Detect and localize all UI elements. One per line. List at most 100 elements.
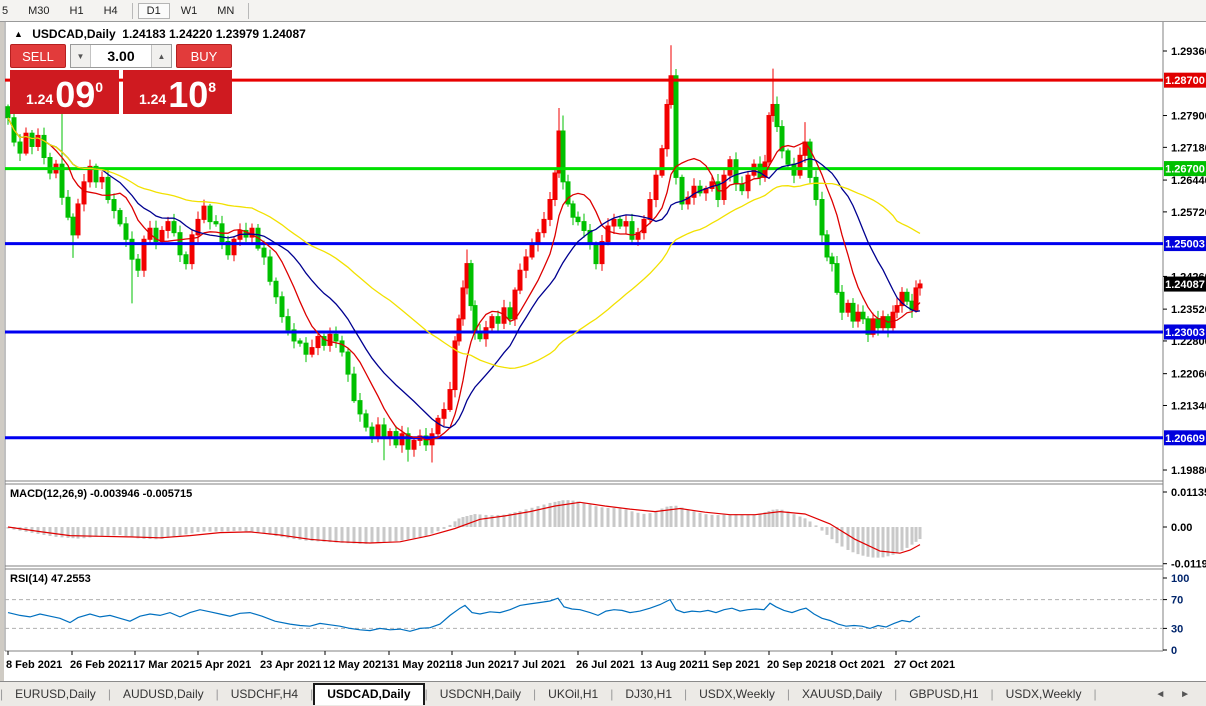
macd-histogram-bar bbox=[767, 510, 771, 527]
candle-body bbox=[70, 216, 76, 236]
macd-histogram-bar bbox=[763, 512, 767, 527]
rsi-axis-label: 30 bbox=[1171, 623, 1183, 635]
candle-body bbox=[899, 291, 905, 307]
macd-histogram-bar bbox=[606, 507, 610, 527]
toolbar-separator bbox=[131, 2, 133, 19]
tab-eurusd-daily[interactable]: EURUSD,Daily bbox=[15, 687, 96, 701]
candle-body bbox=[189, 234, 195, 265]
macd-histogram-bar bbox=[478, 514, 482, 527]
macd-histogram-bar bbox=[54, 527, 58, 537]
candle-body bbox=[495, 316, 501, 324]
candle-body bbox=[880, 316, 886, 329]
macd-histogram-bar bbox=[226, 527, 230, 532]
sell-price-sup: 0 bbox=[95, 79, 104, 95]
candle-body bbox=[845, 302, 851, 313]
timeframe-button-h4[interactable]: H4 bbox=[103, 4, 118, 17]
macd-histogram-bar bbox=[669, 506, 673, 527]
candle-body bbox=[917, 283, 923, 289]
level-price-badge-text: 1.26700 bbox=[1165, 164, 1205, 176]
candle-body bbox=[653, 174, 659, 201]
macd-histogram-bar bbox=[148, 527, 152, 540]
candle-body bbox=[679, 176, 685, 205]
candle-body bbox=[547, 199, 553, 220]
buy-price-prefix: 1.24 bbox=[138, 91, 167, 107]
volume-decrease-button[interactable]: ▼ bbox=[71, 45, 91, 67]
timeframe-button-d1[interactable]: D1 bbox=[137, 2, 170, 19]
macd-histogram-bar bbox=[71, 527, 75, 539]
timeframe-button-w1[interactable]: W1 bbox=[180, 4, 198, 17]
tab-usdcnh-daily[interactable]: USDCNH,Daily bbox=[439, 687, 522, 701]
candle-body bbox=[779, 126, 785, 152]
tab-usdcad-daily[interactable]: USDCAD,Daily bbox=[313, 683, 425, 705]
timeframe-button-5[interactable]: 5 bbox=[2, 4, 9, 17]
macd-signal-line bbox=[7, 501, 921, 554]
macd-histogram-bar bbox=[36, 527, 40, 534]
macd-histogram-bar bbox=[376, 527, 380, 543]
tab-gbpusd-h1[interactable]: GBPUSD,H1 bbox=[909, 687, 979, 701]
macd-histogram-bar bbox=[490, 515, 494, 527]
price-axis-label: 1.26440 bbox=[1171, 175, 1206, 187]
tab-ukoil-h1[interactable]: UKOil,H1 bbox=[548, 687, 599, 701]
date-axis-label: 12 May 2021 bbox=[323, 659, 387, 671]
price-axis-label: 1.29360 bbox=[1171, 46, 1206, 58]
candle-body bbox=[363, 413, 369, 428]
candle-body bbox=[560, 130, 566, 183]
macd-histogram-bar bbox=[881, 527, 885, 558]
rsi-axis-label: 100 bbox=[1171, 573, 1189, 585]
candle-body bbox=[411, 439, 417, 450]
candle-body bbox=[556, 130, 562, 174]
date-axis-label: 17 Mar 2021 bbox=[133, 659, 195, 671]
date-axis-label: 18 Jun 2021 bbox=[450, 659, 512, 671]
macd-histogram-bar bbox=[364, 527, 368, 544]
date-axis-label: 20 Sep 2021 bbox=[767, 659, 830, 671]
date-axis-label: 31 May 2021 bbox=[387, 659, 451, 671]
tab-xauusd-daily[interactable]: XAUUSD,Daily bbox=[802, 687, 883, 701]
candle-body bbox=[123, 223, 129, 240]
macd-histogram-bar bbox=[48, 527, 52, 537]
macd-histogram-bar bbox=[292, 527, 296, 540]
volume-increase-button[interactable]: ▲ bbox=[151, 45, 171, 67]
candle-body bbox=[273, 280, 279, 298]
candle-body bbox=[435, 417, 441, 435]
macd-histogram-bar bbox=[846, 527, 850, 550]
date-axis-label: 8 Feb 2021 bbox=[6, 659, 62, 671]
chart-symbol: USDCAD,Daily bbox=[32, 27, 116, 41]
macd-histogram-bar bbox=[400, 527, 404, 541]
tab-usdx-weekly[interactable]: USDX,Weekly bbox=[699, 687, 775, 701]
tab-scroll-arrows[interactable]: ◄ ► bbox=[1155, 688, 1196, 700]
candle-body bbox=[47, 157, 53, 174]
timeframe-button-mn[interactable]: MN bbox=[217, 4, 235, 17]
tab-usdchf-h4[interactable]: USDCHF,H4 bbox=[230, 687, 299, 701]
macd-histogram-bar bbox=[914, 527, 918, 542]
timeframe-button-h1[interactable]: H1 bbox=[69, 4, 84, 17]
candle-body bbox=[535, 232, 541, 245]
sell-button[interactable]: SELL bbox=[10, 44, 66, 68]
macd-histogram-bar bbox=[358, 527, 362, 544]
volume-input[interactable] bbox=[91, 45, 151, 67]
tab-audusd-daily[interactable]: AUDUSD,Daily bbox=[122, 687, 204, 701]
macd-histogram-bar bbox=[136, 527, 140, 539]
candle-body bbox=[99, 176, 105, 183]
macd-histogram-bar bbox=[861, 527, 865, 556]
macd-histogram-bar bbox=[60, 527, 64, 538]
candle-body bbox=[813, 176, 819, 201]
candle-body bbox=[904, 291, 910, 302]
macd-histogram-bar bbox=[542, 504, 546, 527]
macd-histogram-bar bbox=[553, 501, 557, 527]
macd-histogram-bar bbox=[891, 527, 895, 555]
sell-price-box[interactable]: 1.24 09 0 bbox=[10, 70, 119, 114]
buy-price-box[interactable]: 1.24 10 8 bbox=[123, 70, 232, 114]
macd-histogram-bar bbox=[82, 527, 86, 539]
candle-body bbox=[829, 256, 835, 265]
candle-body bbox=[890, 311, 896, 329]
collapse-icon[interactable]: ▲ bbox=[14, 29, 23, 39]
tab-usdx-weekly[interactable]: USDX,Weekly bbox=[1005, 687, 1082, 701]
macd-histogram-bar bbox=[436, 527, 440, 532]
candle-body bbox=[599, 241, 605, 265]
candle-body bbox=[664, 103, 670, 150]
timeframe-button-m30[interactable]: M30 bbox=[28, 4, 50, 17]
price-axis-label: 1.22060 bbox=[1171, 369, 1206, 381]
buy-button[interactable]: BUY bbox=[176, 44, 232, 68]
tab-dj30-h1[interactable]: DJ30,H1 bbox=[625, 687, 672, 701]
